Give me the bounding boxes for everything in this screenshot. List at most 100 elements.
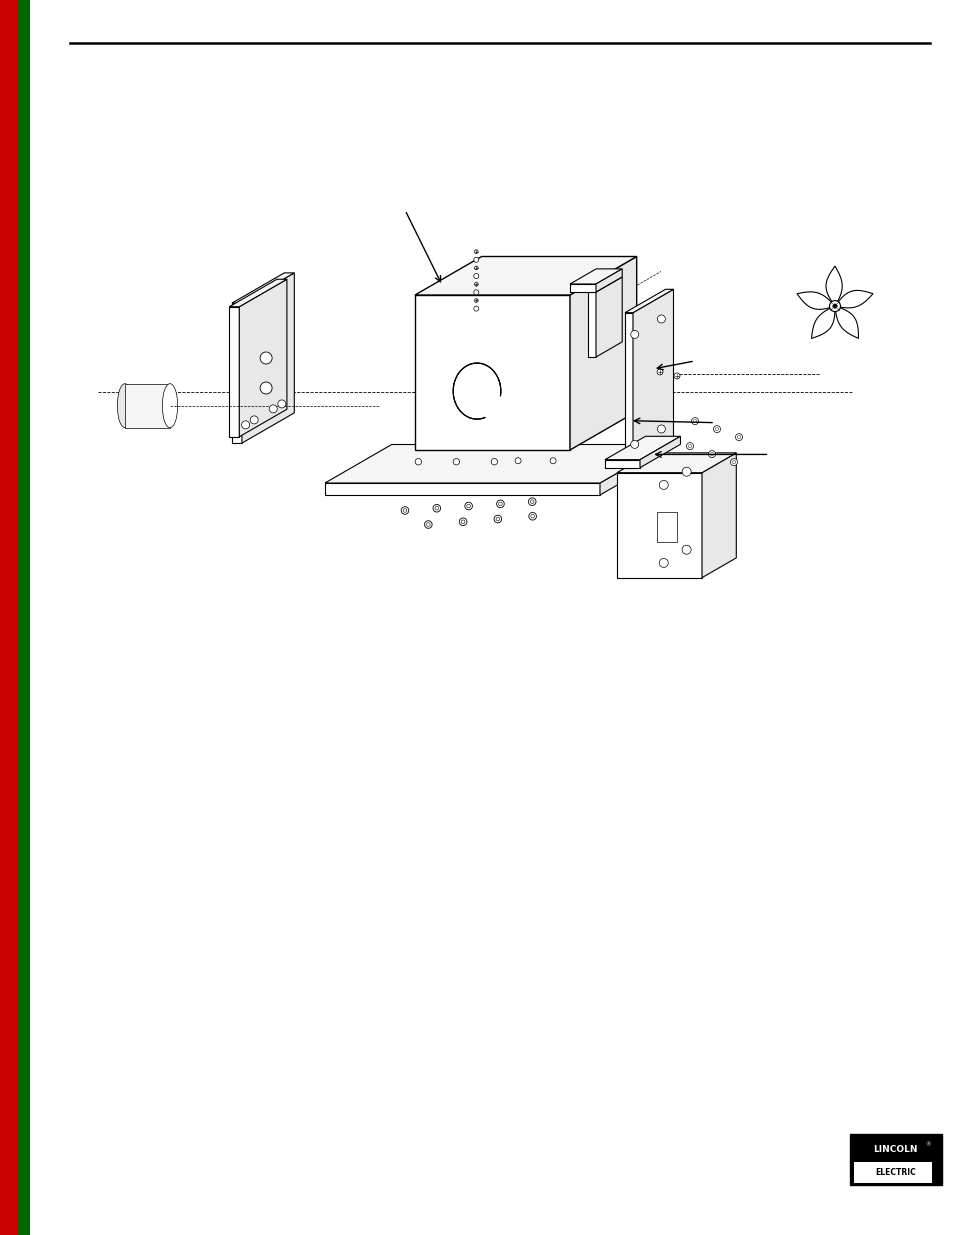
Circle shape: [528, 498, 536, 505]
Polygon shape: [796, 291, 834, 309]
Circle shape: [496, 517, 499, 521]
Circle shape: [474, 290, 478, 295]
Ellipse shape: [162, 384, 177, 427]
Text: ®: ®: [924, 1142, 929, 1147]
Polygon shape: [604, 436, 679, 459]
Polygon shape: [604, 459, 639, 468]
Polygon shape: [587, 277, 621, 291]
Polygon shape: [825, 266, 841, 306]
Circle shape: [474, 283, 477, 287]
Polygon shape: [569, 284, 596, 291]
Polygon shape: [596, 269, 621, 291]
Circle shape: [688, 445, 691, 448]
Polygon shape: [232, 303, 242, 443]
Circle shape: [269, 405, 277, 412]
Circle shape: [491, 458, 497, 464]
Circle shape: [710, 452, 713, 456]
Circle shape: [453, 458, 459, 464]
Circle shape: [657, 425, 664, 433]
Bar: [0, 0, 18, 1235]
Bar: [18, 0, 30, 1235]
Circle shape: [401, 506, 409, 514]
Polygon shape: [639, 436, 679, 468]
Circle shape: [424, 521, 432, 529]
Ellipse shape: [117, 384, 132, 427]
Bar: [849, 1134, 941, 1186]
Circle shape: [528, 513, 536, 520]
Circle shape: [732, 461, 735, 463]
Circle shape: [691, 417, 698, 425]
Circle shape: [498, 503, 501, 505]
Circle shape: [435, 506, 438, 510]
Circle shape: [461, 520, 464, 524]
Circle shape: [730, 458, 737, 466]
Polygon shape: [701, 453, 736, 578]
Polygon shape: [617, 473, 701, 578]
Polygon shape: [325, 445, 666, 483]
Circle shape: [494, 515, 501, 522]
Polygon shape: [415, 257, 636, 295]
Circle shape: [466, 504, 470, 508]
Polygon shape: [617, 453, 736, 473]
Polygon shape: [834, 306, 858, 338]
Polygon shape: [229, 279, 287, 306]
Circle shape: [550, 458, 556, 464]
Circle shape: [681, 467, 690, 477]
Text: LINCOLN: LINCOLN: [873, 1145, 917, 1153]
Circle shape: [403, 509, 406, 513]
Polygon shape: [569, 257, 636, 450]
Circle shape: [474, 274, 478, 279]
Circle shape: [515, 458, 520, 464]
Polygon shape: [242, 273, 294, 443]
Polygon shape: [125, 384, 170, 427]
Polygon shape: [569, 269, 621, 284]
Polygon shape: [656, 513, 676, 542]
Circle shape: [708, 451, 715, 458]
Circle shape: [474, 266, 477, 269]
Polygon shape: [415, 295, 569, 450]
Circle shape: [735, 433, 741, 441]
Circle shape: [433, 504, 440, 513]
Polygon shape: [599, 445, 666, 495]
Polygon shape: [624, 289, 673, 312]
Circle shape: [674, 373, 679, 379]
Circle shape: [681, 545, 690, 555]
Circle shape: [829, 300, 840, 311]
Circle shape: [474, 299, 477, 303]
Polygon shape: [596, 277, 621, 357]
Polygon shape: [239, 279, 287, 437]
Circle shape: [715, 427, 718, 431]
Circle shape: [277, 400, 286, 408]
Circle shape: [464, 503, 472, 510]
Circle shape: [630, 331, 639, 338]
Circle shape: [693, 420, 696, 422]
Polygon shape: [229, 306, 239, 437]
Circle shape: [250, 416, 258, 424]
Circle shape: [630, 441, 639, 448]
Bar: [854, 1162, 930, 1183]
Circle shape: [657, 315, 664, 324]
Circle shape: [426, 522, 430, 526]
Circle shape: [657, 369, 662, 375]
Circle shape: [530, 515, 534, 517]
Circle shape: [260, 352, 272, 364]
Polygon shape: [633, 289, 673, 468]
Circle shape: [737, 436, 740, 438]
Polygon shape: [624, 312, 633, 468]
Circle shape: [832, 304, 837, 309]
Text: ELECTRIC: ELECTRIC: [875, 1168, 915, 1177]
Polygon shape: [811, 306, 834, 338]
Circle shape: [260, 382, 272, 394]
Polygon shape: [587, 291, 596, 357]
Circle shape: [497, 500, 504, 508]
Polygon shape: [232, 273, 294, 303]
Circle shape: [458, 517, 466, 526]
Circle shape: [415, 458, 421, 464]
Circle shape: [659, 480, 667, 489]
Circle shape: [474, 249, 477, 253]
Circle shape: [659, 558, 667, 567]
Polygon shape: [325, 483, 599, 495]
Circle shape: [686, 442, 693, 450]
Circle shape: [474, 257, 478, 262]
Circle shape: [713, 426, 720, 432]
